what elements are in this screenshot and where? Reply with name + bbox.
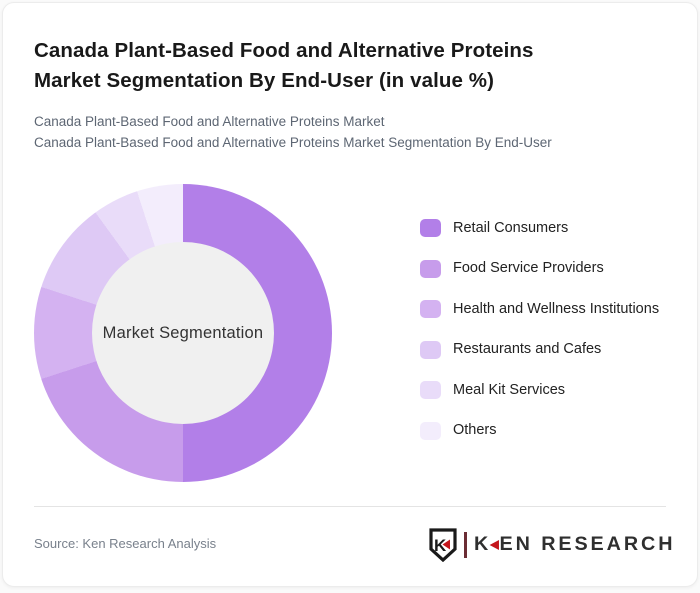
subtitle-line-1: Canada Plant-Based Food and Alternative … xyxy=(34,114,385,129)
legend-label: Meal Kit Services xyxy=(453,381,566,398)
legend-item: Retail Consumers xyxy=(420,219,670,240)
logo-brand-k: K xyxy=(474,534,492,555)
ken-research-logo: K K EN RESEARCH xyxy=(428,527,673,563)
legend-label: Restaurants and Cafes xyxy=(453,341,602,357)
subtitle-line-2: Canada Plant-Based Food and Alternative … xyxy=(34,134,552,150)
legend-item: Food Service Providers xyxy=(420,259,670,281)
legend: Retail Consumers Food Service Providers He… xyxy=(420,219,670,462)
title-line-2: Market Segmentation By End-User (in valu… xyxy=(34,69,495,92)
logo-separator xyxy=(464,532,468,558)
legend-swatch xyxy=(420,300,441,318)
logo-shield-icon: K xyxy=(429,528,457,562)
legend-label: Food Service Providers xyxy=(453,260,604,276)
legend-label: Health and Wellness Institutions xyxy=(453,300,660,317)
legend-swatch xyxy=(420,259,441,278)
legend-item: Restaurants and Cafes xyxy=(420,340,670,362)
legend-item: Others xyxy=(420,421,670,443)
legend-item: Meal Kit Services xyxy=(420,381,670,402)
donut-chart: Market Segmentation xyxy=(34,184,332,482)
title-line-1: Canada Plant-Based Food and Alternative … xyxy=(34,39,534,62)
page-title: Canada Plant-Based Food and Alternative … xyxy=(34,36,654,96)
legend-item: Health and Wellness Institutions xyxy=(420,300,670,321)
source-text: Source: Ken Research Analysis xyxy=(34,536,217,551)
logo-wordmark: K EN RESEARCH xyxy=(474,534,675,556)
legend-label: Others xyxy=(453,422,497,438)
svg-text:K: K xyxy=(434,536,447,555)
legend-swatch xyxy=(420,340,441,359)
logo-red-triangle-icon xyxy=(489,540,499,550)
legend-swatch xyxy=(420,381,441,399)
legend-label: Retail Consumers xyxy=(453,219,569,236)
center-label: Market Segmentation xyxy=(102,323,264,342)
logo-brand-rest: EN RESEARCH xyxy=(499,534,676,555)
footer-divider xyxy=(34,506,666,507)
legend-swatch xyxy=(420,219,441,237)
subtitle-block: Canada Plant-Based Food and Alternative … xyxy=(34,112,674,153)
donut-hole: Market Segmentation xyxy=(92,242,274,424)
legend-swatch xyxy=(420,421,441,440)
